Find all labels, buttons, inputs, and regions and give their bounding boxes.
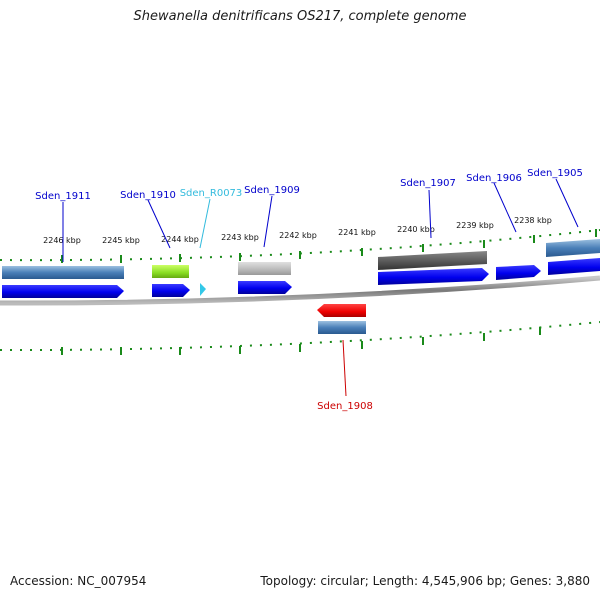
bar-sden-1905[interactable] <box>546 239 600 257</box>
gene-label-sden-1910[interactable]: Sden_1910 <box>120 190 176 201</box>
gene-arrow-sden-1909[interactable] <box>238 281 292 294</box>
gene-label-sden-1908[interactable]: Sden_1908 <box>317 401 373 412</box>
bar-sden-1909[interactable] <box>238 262 291 275</box>
gene-arrow-sden-1907[interactable] <box>378 268 489 285</box>
bar-sden-1910[interactable] <box>152 265 189 278</box>
ortholog-bars <box>2 239 600 334</box>
gene-arrow-sden-1911[interactable] <box>2 285 124 298</box>
tick-label-2246: 2246 kbp <box>43 236 81 245</box>
tick-label-2238: 2238 kbp <box>514 216 552 225</box>
gene-label-sden-1906[interactable]: Sden_1906 <box>466 173 522 184</box>
gene-arrow-sden-r0073[interactable] <box>200 283 206 296</box>
tick-label-2245: 2245 kbp <box>102 236 140 245</box>
inner-tick-ring <box>0 321 600 352</box>
kbp-tick-labels: 2246 kbp 2245 kbp 2244 kbp 2243 kbp 2242… <box>43 216 552 245</box>
gene-arrow-sden-1906[interactable] <box>496 265 541 280</box>
genome-backbone <box>0 275 600 306</box>
bar-sden-1911[interactable] <box>2 266 124 279</box>
genome-title: Shewanella denitrificans OS217, complete… <box>133 9 467 24</box>
tick-label-2240: 2240 kbp <box>397 225 435 234</box>
tick-label-2242: 2242 kbp <box>279 231 317 240</box>
bar-sden-1908[interactable] <box>318 321 366 334</box>
inner-major-ticks <box>61 327 541 355</box>
bar-sden-1907[interactable] <box>378 251 487 270</box>
gene-arrow-sden-1908[interactable] <box>317 304 366 317</box>
outer-major-ticks <box>61 229 597 263</box>
gene-label-sden-r0073[interactable]: Sden_R0073 <box>180 188 243 199</box>
gene-label-sden-1911[interactable]: Sden_1911 <box>35 191 91 202</box>
tick-label-2239: 2239 kbp <box>456 221 494 230</box>
gene-arrow-sden-1905[interactable] <box>548 258 600 275</box>
gene-label-sden-1909[interactable]: Sden_1909 <box>244 185 300 196</box>
topology-label: Topology: circular; Length: 4,545,906 bp… <box>260 574 590 588</box>
tick-label-2244: 2244 kbp <box>161 235 199 244</box>
gene-label-sden-1907[interactable]: Sden_1907 <box>400 178 456 189</box>
gene-leader-lines <box>62 178 579 397</box>
gene-label-sden-1905[interactable]: Sden_1905 <box>527 168 583 179</box>
gene-labels: Sden_1911 Sden_1910 Sden_R0073 Sden_1909… <box>35 168 583 412</box>
tick-label-2241: 2241 kbp <box>338 228 376 237</box>
gene-arrow-sden-1910[interactable] <box>152 284 190 297</box>
tick-label-2243: 2243 kbp <box>221 233 259 242</box>
accession-label: Accession: NC_007954 <box>10 574 147 588</box>
gene-arrows <box>2 258 600 317</box>
